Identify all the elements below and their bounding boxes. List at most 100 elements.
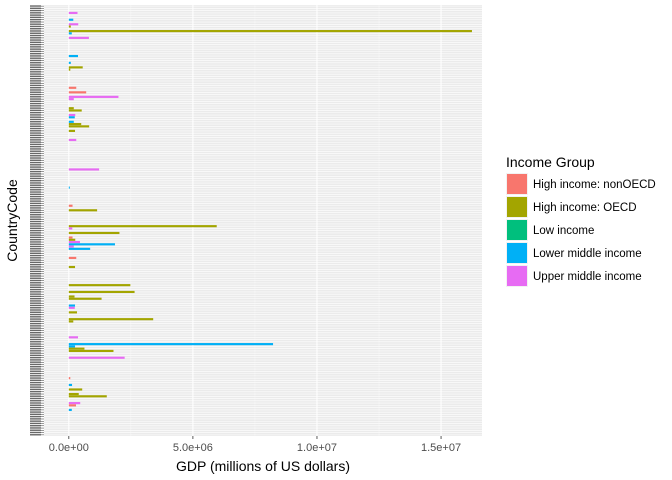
y-tick-label-mark bbox=[30, 32, 41, 34]
y-tick-label-mark bbox=[30, 25, 41, 28]
bar bbox=[68, 95, 119, 98]
bar bbox=[68, 225, 217, 228]
bar bbox=[68, 98, 74, 101]
y-tick-label-mark bbox=[30, 214, 41, 216]
bar bbox=[68, 61, 71, 64]
legend-swatch bbox=[507, 243, 527, 263]
bar bbox=[68, 18, 74, 21]
bar bbox=[68, 231, 120, 235]
y-tick-label-mark bbox=[30, 336, 41, 338]
y-tick-label-mark bbox=[30, 341, 41, 343]
legend-label: Lower middle income bbox=[533, 248, 642, 260]
x-axis-ticks: 0.0e+00 5.0e+06 1.0e+07 1.5e+07 bbox=[49, 436, 461, 454]
y-tick-label-mark bbox=[30, 193, 41, 196]
y-tick-label-mark bbox=[30, 198, 41, 200]
y-tick-label-mark bbox=[30, 291, 41, 293]
y-tick-label-mark bbox=[30, 300, 41, 302]
y-tick-label-mark bbox=[30, 359, 41, 361]
bar bbox=[68, 54, 78, 58]
y-tick-label-mark bbox=[30, 361, 41, 363]
bar bbox=[68, 32, 72, 35]
bar bbox=[68, 311, 78, 314]
bar bbox=[68, 383, 73, 387]
y-tick-label-mark bbox=[30, 102, 41, 105]
y-tick-label-mark bbox=[30, 402, 41, 404]
y-tick-label-mark bbox=[30, 434, 41, 436]
y-tick-label-mark bbox=[30, 404, 41, 406]
y-tick-label-mark bbox=[30, 84, 41, 87]
y-tick-label-mark bbox=[30, 311, 41, 313]
y-tick-label-mark bbox=[30, 184, 41, 186]
bar bbox=[68, 30, 472, 33]
bar bbox=[68, 404, 77, 407]
y-tick-label-mark bbox=[30, 207, 41, 209]
y-tick-label-mark bbox=[30, 37, 41, 39]
bar bbox=[68, 265, 76, 269]
y-tick-label-mark bbox=[30, 21, 41, 23]
y-tick-label-mark bbox=[30, 186, 41, 189]
y-tick-label-mark bbox=[30, 406, 41, 409]
y-tick-label-mark bbox=[30, 279, 41, 282]
y-tick-label-mark bbox=[30, 270, 41, 273]
bar bbox=[68, 290, 135, 294]
y-tick-label-mark bbox=[30, 250, 41, 252]
plot-panel bbox=[44, 5, 482, 436]
y-tick-label-mark bbox=[30, 329, 41, 332]
y-tick-label-mark bbox=[30, 82, 41, 84]
y-tick-label-mark bbox=[30, 141, 41, 143]
y-tick-label-mark bbox=[30, 148, 41, 150]
y-tick-label-mark bbox=[30, 125, 41, 127]
bar bbox=[68, 304, 76, 307]
bar bbox=[68, 86, 77, 89]
y-tick-label-mark bbox=[30, 343, 41, 345]
y-tick-label-mark bbox=[30, 266, 41, 268]
y-tick-label-mark bbox=[30, 366, 41, 368]
y-tick-label-mark bbox=[30, 316, 41, 318]
y-tick-label-mark bbox=[30, 386, 41, 388]
y-tick-label-mark bbox=[30, 152, 41, 155]
bar bbox=[68, 125, 90, 128]
y-tick-label-mark bbox=[30, 59, 41, 62]
y-tick-label-mark bbox=[30, 370, 41, 372]
bar bbox=[68, 209, 98, 212]
bar bbox=[68, 68, 71, 71]
bar bbox=[68, 343, 274, 346]
bar bbox=[68, 120, 74, 123]
major-gridlines bbox=[44, 5, 482, 436]
y-tick-label-mark bbox=[30, 161, 41, 164]
y-tick-label-mark bbox=[30, 243, 41, 245]
y-tick-label-mark bbox=[30, 379, 41, 382]
bar bbox=[68, 236, 73, 239]
y-tick-label-mark bbox=[30, 155, 41, 157]
bar bbox=[68, 25, 71, 28]
legend-item: Low income bbox=[506, 219, 594, 241]
bar bbox=[68, 247, 91, 250]
bar bbox=[68, 320, 74, 323]
y-tick-label-mark bbox=[30, 66, 41, 68]
y-axis-title: CountryCode bbox=[4, 179, 20, 262]
y-tick-label-mark bbox=[30, 121, 41, 123]
y-tick-label-mark bbox=[30, 427, 41, 429]
y-tick-label-mark bbox=[30, 18, 41, 21]
x-axis-title: GDP (millions of US dollars) bbox=[176, 458, 350, 474]
bar bbox=[68, 107, 74, 110]
y-tick-label-mark bbox=[30, 75, 41, 78]
x-tick-label: 5.0e+06 bbox=[173, 442, 213, 454]
y-tick-label-mark bbox=[30, 48, 41, 50]
y-tick-label-mark bbox=[30, 12, 41, 14]
bar bbox=[68, 109, 82, 112]
y-tick-label-mark bbox=[30, 356, 41, 359]
y-tick-label-mark bbox=[30, 159, 41, 161]
y-tick-label-mark bbox=[30, 43, 41, 46]
y-tick-label-mark bbox=[30, 157, 41, 159]
y-tick-label-mark bbox=[30, 331, 41, 334]
y-tick-label-mark bbox=[30, 318, 41, 320]
y-tick-label-mark bbox=[30, 41, 41, 44]
y-tick-label-mark bbox=[30, 62, 41, 64]
y-tick-label-mark bbox=[30, 216, 41, 218]
y-tick-label-mark bbox=[30, 307, 41, 309]
y-tick-label-mark bbox=[30, 34, 41, 37]
y-tick-label-mark bbox=[30, 395, 41, 397]
legend-title: Income Group bbox=[506, 154, 595, 170]
